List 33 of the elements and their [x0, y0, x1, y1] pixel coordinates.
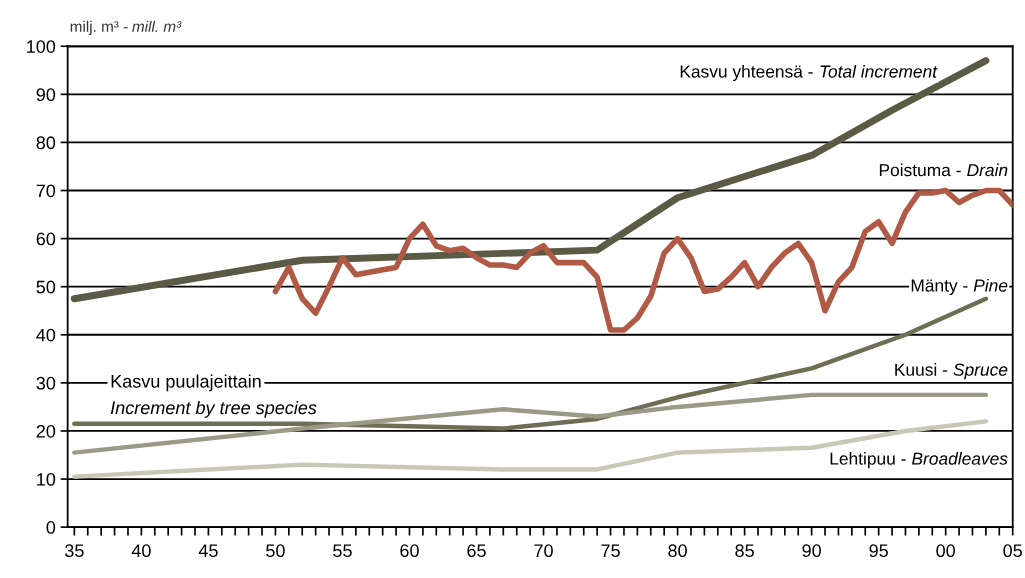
series-label: Kasvu yhteensä - Total increment — [680, 64, 938, 82]
x-tick-label: 80 — [668, 544, 687, 558]
x-tick-label: 70 — [534, 544, 553, 558]
x-tick-label: 85 — [735, 544, 754, 558]
x-tick-label: 65 — [467, 544, 486, 558]
y-tick-label: 50 — [36, 280, 56, 294]
x-tick-label: 75 — [601, 544, 620, 558]
y-tick-label: 40 — [36, 328, 56, 342]
y-tick-label: 60 — [36, 232, 56, 246]
x-tick-label: 05 — [1003, 544, 1022, 558]
x-tick-label: 90 — [802, 544, 821, 558]
y-tick-label: 70 — [36, 184, 56, 198]
y-tick-label: 10 — [37, 472, 56, 486]
x-tick-label: 45 — [198, 544, 218, 558]
series-label: Poistuma - Drain — [879, 163, 1008, 177]
x-tick-label: 40 — [131, 544, 151, 558]
x-tick-label: 60 — [400, 544, 419, 558]
y-tick-label: 100 — [27, 40, 56, 53]
y-tick-label: 30 — [36, 376, 56, 390]
x-tick-label: 55 — [333, 544, 352, 558]
x-tick-label: 00 — [936, 544, 956, 558]
series-label: Mänty - Pine — [911, 278, 1008, 296]
annotation: Kasvu puulajeittain Increment by tree species — [110, 374, 317, 418]
series-label: Kuusi - Spruce — [895, 363, 1008, 380]
y-axis-title: milj. m³ - mill. m³ — [70, 20, 182, 35]
x-tick-label: 50 — [266, 544, 285, 558]
x-tick-label: 35 — [65, 544, 84, 558]
y-tick-label: 20 — [36, 424, 56, 438]
y-tick-label: 90 — [36, 88, 56, 102]
y-tick-label: 0 — [46, 521, 56, 534]
x-tick-label: 95 — [869, 544, 888, 558]
series-label: Lehtipuu - Broadleaves — [830, 452, 1008, 469]
y-tick-label: 80 — [36, 136, 56, 150]
